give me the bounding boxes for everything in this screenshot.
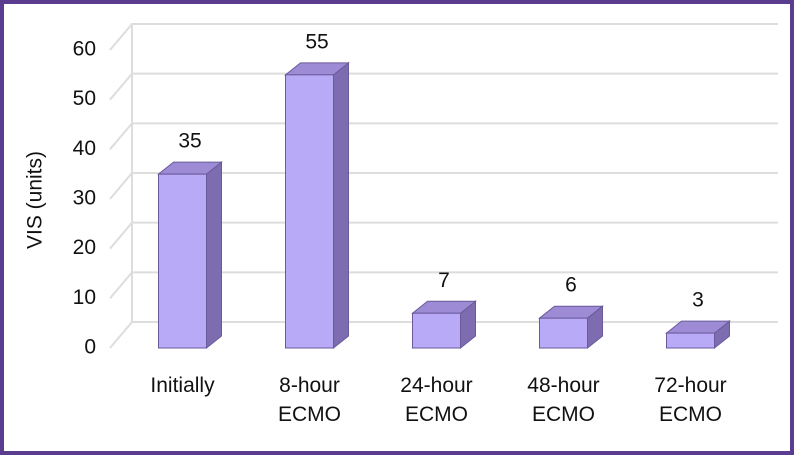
bar-side (333, 61, 349, 350)
x-tick-line: ECMO (532, 403, 595, 426)
x-tick-label: 48-hour ECMO (527, 374, 599, 426)
value-label: 7 (438, 269, 450, 292)
bar-side (206, 161, 222, 350)
x-tick-line: ECMO (405, 403, 468, 426)
grid-line (109, 221, 778, 250)
y-tick-label: 0 (84, 336, 96, 359)
value-label: 3 (692, 289, 704, 312)
y-tick-label: 40 (73, 137, 96, 160)
grid-line (109, 172, 778, 200)
x-tick-line: ECMO (278, 403, 341, 426)
bar-front (412, 312, 461, 349)
grid-line (109, 122, 778, 150)
bar (665, 320, 731, 350)
x-tick-line: Initially (150, 374, 215, 397)
x-tick-label: 72-hour ECMO (654, 374, 726, 426)
bar-front (158, 173, 207, 349)
y-tick-label: 60 (73, 38, 96, 61)
y-axis-label: VIS (units) (24, 151, 47, 249)
y-tick-label: 30 (73, 187, 96, 210)
x-tick-label: 24-hour ECMO (400, 374, 472, 426)
value-label: 55 (305, 30, 328, 53)
y-tick-label: 10 (73, 286, 96, 309)
x-tick-line: 72-hour (654, 374, 726, 397)
value-label: 35 (178, 130, 201, 153)
x-tick-label: Initially (150, 374, 215, 397)
bar (284, 61, 350, 350)
bar-front (285, 74, 334, 349)
bar-front (666, 332, 715, 349)
bar (538, 305, 604, 350)
bar (411, 300, 477, 350)
x-tick-label: 8-hour ECMO (278, 374, 341, 426)
x-tick-line: 8-hour (279, 374, 340, 397)
x-tick-line: 24-hour (400, 374, 472, 397)
bar (157, 161, 223, 350)
grid-line (109, 23, 778, 51)
y-tick-label: 50 (73, 87, 96, 110)
value-label: 6 (565, 274, 577, 297)
x-tick-line: 48-hour (527, 374, 599, 397)
grid-line (109, 72, 778, 101)
bar-front (539, 317, 588, 349)
grid-line (109, 271, 778, 299)
x-tick-line: ECMO (659, 403, 722, 426)
y-tick-label: 20 (73, 236, 96, 259)
